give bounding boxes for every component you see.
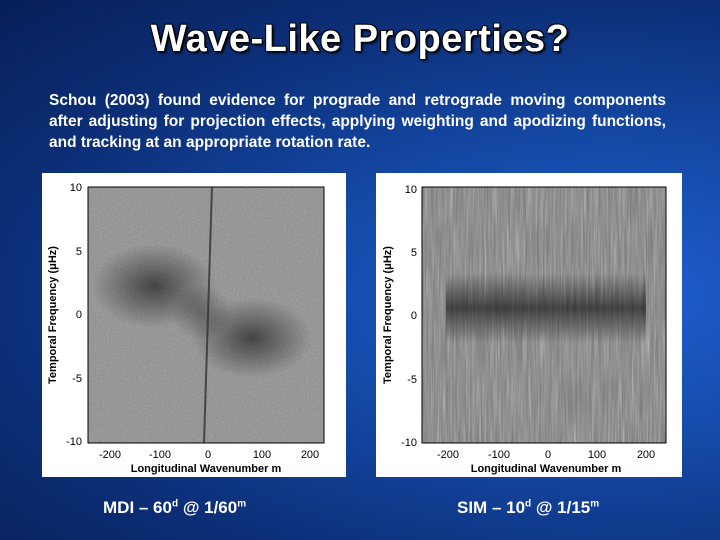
sim-spectrum-plot-area (421, 186, 667, 444)
sim-y-axis-label: Temporal Frequency (μHz) (382, 246, 394, 384)
mdi-caption-sup-days: d (171, 498, 179, 510)
mdi-power-spectrum-image: 10 5 0 -5 -10 -200 -100 0 100 200 Longit… (42, 173, 346, 477)
sim-ytick-neg10: -10 (401, 437, 417, 449)
mdi-ytick-neg5: -5 (72, 373, 82, 385)
mdi-ytick-0: 0 (76, 309, 82, 321)
sim-ytick-5: 5 (411, 247, 417, 259)
sim-caption: SIM – 10d @ 1/15m (457, 498, 599, 518)
mdi-x-ticks: -200 -100 0 100 200 (99, 449, 319, 461)
mdi-spectrum-plot-area (87, 186, 325, 444)
mdi-xtick-200: 200 (301, 449, 319, 461)
sim-caption-rate: @ 1/15 (531, 498, 591, 517)
slide-body-text: Schou (2003) found evidence for prograde… (49, 92, 666, 151)
sim-xtick-neg100: -100 (488, 449, 510, 461)
mdi-xtick-neg100: -100 (149, 449, 171, 461)
sim-ytick-neg5: -5 (407, 374, 417, 386)
mdi-xtick-100: 100 (253, 449, 271, 461)
mdi-ytick-neg10: -10 (66, 436, 82, 448)
sim-caption-text: SIM – 10 (457, 498, 526, 517)
mdi-caption-text: MDI – 60 (103, 498, 172, 517)
sim-x-ticks: -200 -100 0 100 200 (437, 449, 655, 461)
mdi-xtick-0: 0 (205, 449, 211, 461)
sim-xtick-neg200: -200 (437, 449, 459, 461)
slide-title: Wave-Like Properties? (150, 18, 570, 60)
mdi-ytick-10: 10 (70, 182, 82, 194)
sim-caption-sup-days: d (525, 498, 532, 510)
sim-xtick-200: 200 (637, 449, 655, 461)
sim-xtick-100: 100 (588, 449, 606, 461)
sim-ytick-10: 10 (405, 184, 417, 196)
mdi-y-ticks: 10 5 0 -5 -10 (66, 182, 82, 448)
sim-y-ticks: 10 5 0 -5 -10 (401, 184, 417, 449)
sim-xtick-0: 0 (545, 449, 551, 461)
mdi-xtick-neg200: -200 (99, 449, 121, 461)
sim-ytick-0: 0 (411, 310, 417, 322)
mdi-caption: MDI – 60d @ 1/60m (103, 498, 246, 518)
sim-caption-sup-m: m (590, 498, 600, 510)
sim-x-axis-label: Longitudinal Wavenumber m (471, 463, 622, 475)
mdi-y-axis-label: Temporal Frequency (μHz) (47, 246, 59, 384)
sim-power-spectrum-image: 10 5 0 -5 -10 -200 -100 0 100 200 Longit… (376, 173, 682, 477)
mdi-x-axis-label: Longitudinal Wavenumber m (131, 463, 282, 475)
mdi-caption-rate: @ 1/60 (178, 498, 238, 517)
mdi-caption-sup-m: m (237, 498, 247, 510)
mdi-ytick-5: 5 (76, 246, 82, 258)
